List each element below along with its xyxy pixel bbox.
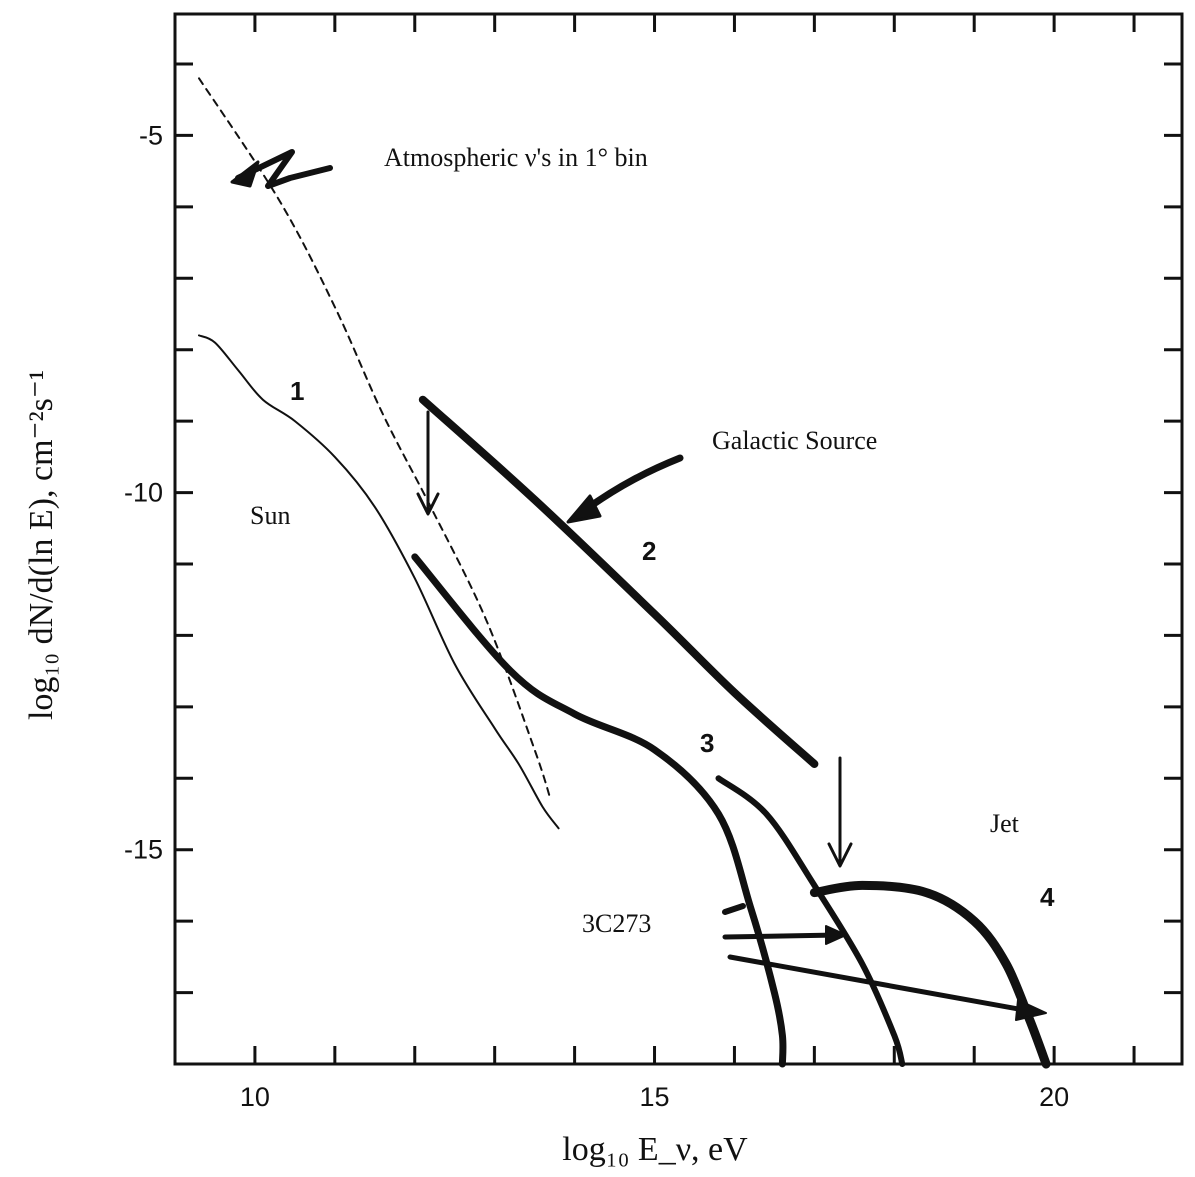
atmospheric-arrow xyxy=(235,149,333,189)
x-tick-label: 15 xyxy=(640,1082,670,1112)
galactic-arrow xyxy=(581,454,684,514)
series-line-2 xyxy=(418,395,819,768)
3c273-arrowhead-lower xyxy=(1015,999,1047,1021)
galactic-arrowhead xyxy=(566,494,602,524)
series-line-5 xyxy=(809,880,1051,1069)
3c273-arrow-upper xyxy=(722,932,841,940)
curve-label-3: 3 xyxy=(700,728,714,758)
curve-label-4: 4 xyxy=(1040,882,1055,912)
atmospheric-arrowhead xyxy=(230,160,260,188)
curve-label-1: 1 xyxy=(290,376,304,406)
3c273-arrowhead-upper xyxy=(825,925,847,945)
drop-arrowhead-right xyxy=(827,842,853,868)
annotation-jet: Jet xyxy=(990,809,1020,838)
annotation-sun: Sun xyxy=(250,501,290,530)
annotation-3c273: 3C273 xyxy=(582,909,651,938)
axis-tick-labels: 10 15 20 -5 -10 -15 xyxy=(124,120,1069,1112)
curve-label-2: 2 xyxy=(642,536,656,566)
x-tick-label: 20 xyxy=(1039,1082,1069,1112)
x-axis-title: log₁₀ E_ν, eV xyxy=(562,1131,748,1168)
series-line-4 xyxy=(715,775,906,1067)
3c273-tick xyxy=(722,903,746,915)
y-axis-title: log₁₀ dN/d(ln E), cm⁻²s⁻¹ xyxy=(23,370,60,720)
plot-frame xyxy=(173,12,1184,1066)
series-line-0 xyxy=(198,77,552,801)
drop-arrowhead-left xyxy=(416,492,440,516)
axis-ticks xyxy=(173,14,1182,1066)
y-tick-label: -5 xyxy=(139,120,163,150)
series-line-1 xyxy=(198,334,560,830)
annotation-arrows xyxy=(230,149,1047,1021)
annotation-galactic-source: Galactic Source xyxy=(712,426,877,455)
annotation-atmospheric: Atmospheric ν's in 1° bin xyxy=(384,143,648,172)
series-curves xyxy=(198,77,1051,1069)
3c273-arrow-lower xyxy=(727,954,1038,1015)
x-tick-label: 10 xyxy=(240,1082,270,1112)
y-tick-label: -15 xyxy=(124,835,163,865)
series-line-3 xyxy=(411,553,787,1068)
y-tick-label: -10 xyxy=(124,478,163,508)
